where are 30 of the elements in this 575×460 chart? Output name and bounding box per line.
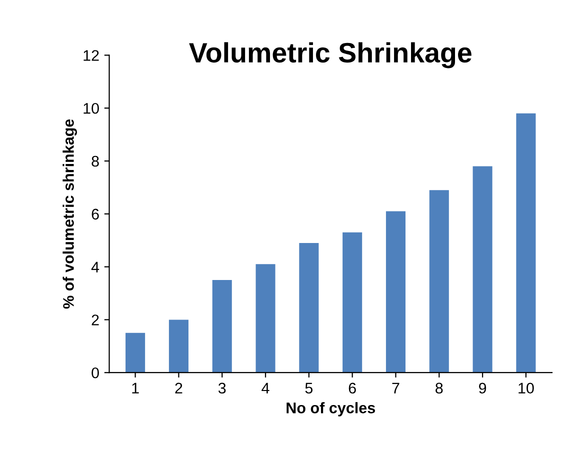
- bar: [429, 190, 449, 373]
- x-tick-label: 6: [348, 382, 356, 394]
- x-tick-label: 3: [218, 382, 226, 394]
- y-axis-title: % of volumetric shrinkage: [62, 119, 77, 309]
- y-tick-label: 8: [92, 156, 99, 167]
- bar: [168, 320, 188, 373]
- bar: [299, 242, 319, 373]
- bar: [212, 280, 232, 373]
- bar: [472, 166, 492, 373]
- x-tick-label: 1: [132, 382, 139, 394]
- bar: [516, 113, 536, 373]
- x-tick-label: 9: [479, 382, 486, 394]
- x-tick-label: 10: [518, 382, 534, 394]
- y-tick-label: 10: [84, 102, 99, 114]
- x-tick-label: 7: [392, 382, 400, 394]
- x-tick-label: 5: [305, 382, 313, 394]
- y-tick-label: 12: [84, 50, 99, 61]
- x-tick-label: 8: [436, 382, 443, 394]
- bar: [386, 211, 406, 373]
- y-tick-label: 4: [91, 262, 100, 272]
- chart-title: Volumetric Shrinkage: [189, 42, 472, 68]
- y-tick-label: 6: [92, 208, 99, 220]
- y-tick-label: 2: [92, 314, 99, 326]
- x-tick-label: 2: [175, 382, 182, 394]
- bar: [342, 232, 362, 373]
- y-tick-label: 0: [92, 367, 99, 378]
- x-tick-label: 4: [262, 382, 270, 394]
- bar: [256, 264, 276, 373]
- bar: [126, 332, 146, 373]
- x-axis-title: No of cycles: [286, 402, 376, 416]
